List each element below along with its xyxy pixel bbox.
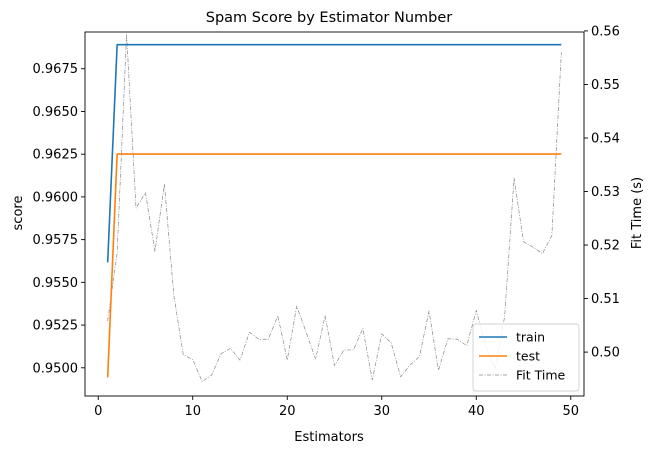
x-tick-label: 10 bbox=[184, 404, 201, 419]
y-tick-label: 0.9500 bbox=[33, 361, 79, 376]
x-tick-label: 30 bbox=[373, 404, 390, 419]
x-tick-label: 40 bbox=[468, 404, 485, 419]
y-tick-label: 0.9575 bbox=[33, 233, 79, 248]
y-tick-label: 0.9675 bbox=[33, 62, 79, 77]
y2-tick-label: 0.51 bbox=[591, 292, 620, 307]
series-train-line bbox=[106, 43, 562, 263]
chart-title: Spam Score by Estimator Number bbox=[206, 10, 452, 26]
x-tick-label: 0 bbox=[94, 404, 102, 419]
y2-tick-label: 0.50 bbox=[591, 346, 620, 361]
legend-label-train: train bbox=[516, 330, 545, 345]
series-test-line bbox=[106, 153, 562, 378]
plot-frame bbox=[84, 31, 585, 397]
y-tick-label: 0.9625 bbox=[33, 148, 79, 163]
legend-box bbox=[472, 323, 580, 392]
y-tick-label: 0.9550 bbox=[33, 276, 79, 291]
axes-layer: 0 10 20 30 40 50 0.9500 0.9525 0.9550 0.9575 0.960… bbox=[33, 24, 620, 419]
x-tick-label: 50 bbox=[562, 404, 579, 419]
y2-tick-label: 0.56 bbox=[591, 24, 620, 39]
y-axis-label: score bbox=[11, 196, 26, 231]
y-tick-label: 0.9600 bbox=[33, 190, 79, 205]
legend-label-test: test bbox=[516, 349, 540, 364]
y-tick-label: 0.9650 bbox=[33, 105, 79, 120]
y2-axis-label: Fit Time (s) bbox=[630, 177, 645, 249]
y2-tick-label: 0.52 bbox=[591, 239, 620, 254]
x-axis-label: Estimators bbox=[294, 430, 364, 445]
legend: train test Fit Time bbox=[472, 323, 580, 392]
y-tick-label: 0.9525 bbox=[33, 319, 79, 334]
series-layer bbox=[106, 33, 562, 382]
series-fit-time-line bbox=[107, 33, 562, 382]
y2-tick-label: 0.54 bbox=[591, 131, 620, 146]
x-tick-label: 20 bbox=[279, 404, 296, 419]
y2-tick-label: 0.53 bbox=[591, 185, 620, 200]
y2-tick-label: 0.55 bbox=[591, 78, 620, 93]
legend-label-fit-time: Fit Time bbox=[516, 368, 566, 383]
